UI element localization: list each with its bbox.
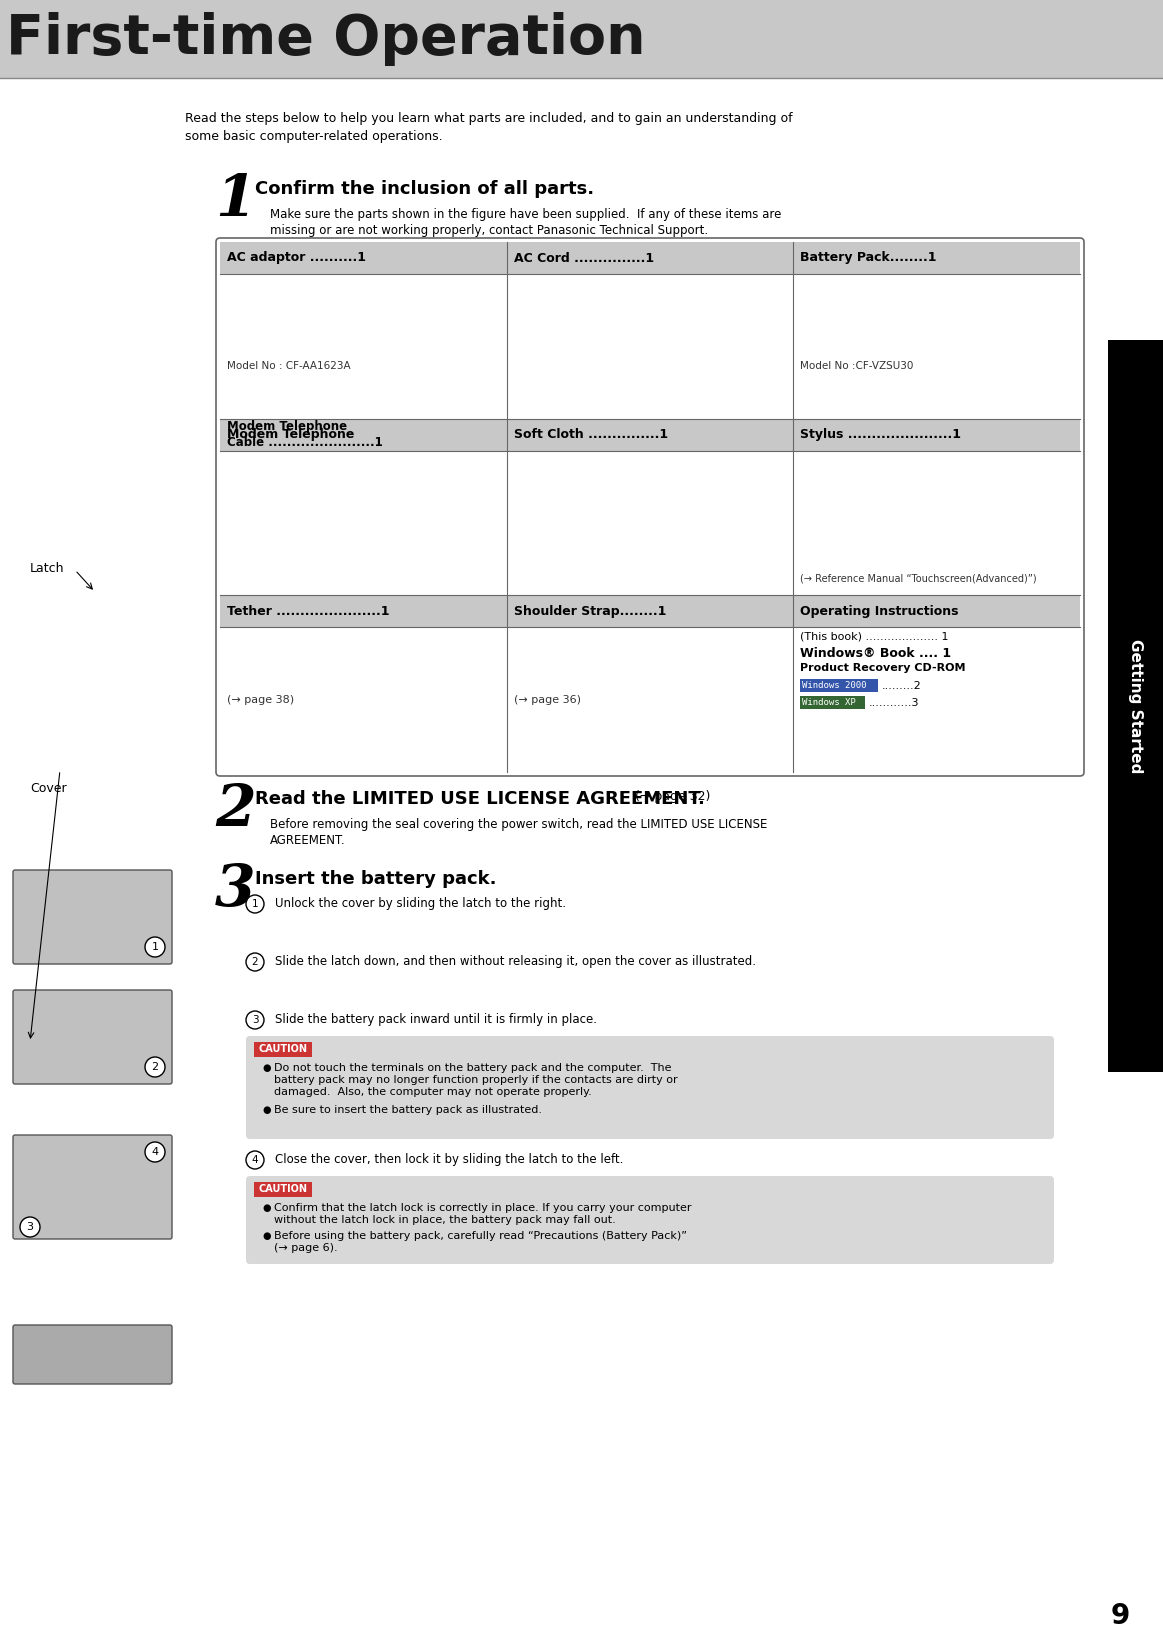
Text: 1: 1 <box>215 172 256 228</box>
Circle shape <box>247 895 264 914</box>
Text: 3: 3 <box>27 1222 34 1232</box>
Bar <box>800 679 878 692</box>
Text: damaged.  Also, the computer may not operate properly.: damaged. Also, the computer may not oper… <box>274 1087 592 1097</box>
Text: Soft Cloth ...............1: Soft Cloth ...............1 <box>514 428 668 441</box>
FancyBboxPatch shape <box>13 990 172 1084</box>
Circle shape <box>247 953 264 971</box>
Text: (This book) .................... 1: (This book) .................... 1 <box>800 631 949 641</box>
Text: Modem Telephone: Modem Telephone <box>227 420 347 433</box>
Text: 2: 2 <box>151 1062 158 1072</box>
Text: 2: 2 <box>215 781 256 839</box>
Text: Tether ......................1: Tether ......................1 <box>227 605 390 618</box>
Text: AC adaptor ..........1: AC adaptor ..........1 <box>227 251 366 264</box>
Text: (→ page 32): (→ page 32) <box>635 790 711 803</box>
Text: Latch: Latch <box>30 562 64 575</box>
Circle shape <box>20 1218 40 1237</box>
Text: Confirm the inclusion of all parts.: Confirm the inclusion of all parts. <box>255 180 594 198</box>
Text: Confirm that the latch lock is correctly in place. If you carry your computer: Confirm that the latch lock is correctly… <box>274 1203 692 1213</box>
Text: Windows® Book .... 1: Windows® Book .... 1 <box>800 648 951 661</box>
Bar <box>220 418 1080 451</box>
Circle shape <box>145 1057 165 1077</box>
Bar <box>254 1042 312 1057</box>
Text: Unlock the cover by sliding the latch to the right.: Unlock the cover by sliding the latch to… <box>274 897 566 910</box>
FancyBboxPatch shape <box>216 238 1084 776</box>
FancyBboxPatch shape <box>247 1176 1054 1264</box>
FancyBboxPatch shape <box>247 1036 1054 1138</box>
Text: Read the LIMITED USE LICENSE AGREEMENT.: Read the LIMITED USE LICENSE AGREEMENT. <box>255 790 705 808</box>
Bar <box>800 697 865 709</box>
Text: Getting Started: Getting Started <box>1128 639 1143 773</box>
Text: AC Cord ...............1: AC Cord ...............1 <box>514 251 654 264</box>
Text: Cover: Cover <box>30 781 66 795</box>
Text: Model No : CF-AA1623A: Model No : CF-AA1623A <box>227 362 350 372</box>
Text: (→ page 36): (→ page 36) <box>514 695 580 705</box>
Text: ............3: ............3 <box>869 697 919 707</box>
Text: Model No :CF-VZSU30: Model No :CF-VZSU30 <box>800 362 914 372</box>
Text: ●: ● <box>262 1062 271 1074</box>
Text: Cable .......................1: Cable .......................1 <box>227 436 383 449</box>
Text: Insert the battery pack.: Insert the battery pack. <box>255 871 497 889</box>
Text: Close the cover, then lock it by sliding the latch to the left.: Close the cover, then lock it by sliding… <box>274 1153 623 1166</box>
FancyBboxPatch shape <box>13 1135 172 1239</box>
Bar <box>220 595 1080 628</box>
Text: CAUTION: CAUTION <box>258 1044 307 1054</box>
Bar <box>220 241 1080 274</box>
Text: (→ page 38): (→ page 38) <box>227 695 294 705</box>
Text: 9: 9 <box>1111 1602 1130 1631</box>
Text: Windows XP: Windows XP <box>802 699 856 707</box>
Circle shape <box>145 937 165 957</box>
Circle shape <box>145 1142 165 1161</box>
Text: (→ page 6).: (→ page 6). <box>274 1242 337 1252</box>
Text: Modem Telephone: Modem Telephone <box>227 428 355 441</box>
Text: battery pack may no longer function properly if the contacts are dirty or: battery pack may no longer function prop… <box>274 1075 678 1085</box>
Text: some basic computer-related operations.: some basic computer-related operations. <box>185 131 443 144</box>
Text: Make sure the parts shown in the figure have been supplied.  If any of these ite: Make sure the parts shown in the figure … <box>270 208 782 221</box>
Text: Be sure to insert the battery pack as illustrated.: Be sure to insert the battery pack as il… <box>274 1105 542 1115</box>
Bar <box>254 1181 312 1198</box>
Text: (→ Reference Manual “Touchscreen(Advanced)”): (→ Reference Manual “Touchscreen(Advance… <box>800 573 1037 583</box>
Text: AGREEMENT.: AGREEMENT. <box>270 834 345 847</box>
Text: Read the steps below to help you learn what parts are included, and to gain an u: Read the steps below to help you learn w… <box>185 112 793 126</box>
Text: Stylus ......................1: Stylus ......................1 <box>800 428 962 441</box>
Text: .........2: .........2 <box>882 681 921 691</box>
Text: 3: 3 <box>215 862 256 919</box>
Text: Before using the battery pack, carefully read “Precautions (Battery Pack)”: Before using the battery pack, carefully… <box>274 1231 687 1241</box>
FancyBboxPatch shape <box>13 871 172 965</box>
Text: Product Recovery CD-ROM: Product Recovery CD-ROM <box>800 664 965 674</box>
Text: Before removing the seal covering the power switch, read the LIMITED USE LICENSE: Before removing the seal covering the po… <box>270 818 768 831</box>
Text: First-time Operation: First-time Operation <box>6 12 645 66</box>
Text: 3: 3 <box>251 1014 258 1024</box>
Text: 4: 4 <box>151 1146 158 1156</box>
Text: without the latch lock in place, the battery pack may fall out.: without the latch lock in place, the bat… <box>274 1214 615 1226</box>
Text: Shoulder Strap........1: Shoulder Strap........1 <box>514 605 666 618</box>
FancyBboxPatch shape <box>13 1325 172 1384</box>
Text: ●: ● <box>262 1231 271 1241</box>
Text: Windows 2000: Windows 2000 <box>802 681 866 691</box>
Text: Slide the battery pack inward until it is firmly in place.: Slide the battery pack inward until it i… <box>274 1013 597 1026</box>
Text: Slide the latch down, and then without releasing it, open the cover as illustrat: Slide the latch down, and then without r… <box>274 955 756 968</box>
Text: 4: 4 <box>251 1155 258 1165</box>
Text: ●: ● <box>262 1105 271 1115</box>
Bar <box>0 0 1163 78</box>
Text: Do not touch the terminals on the battery pack and the computer.  The: Do not touch the terminals on the batter… <box>274 1062 671 1074</box>
Text: 1: 1 <box>251 899 258 909</box>
Text: CAUTION: CAUTION <box>258 1184 307 1194</box>
Text: 2: 2 <box>251 957 258 966</box>
Circle shape <box>247 1151 264 1170</box>
Circle shape <box>247 1011 264 1029</box>
Text: ●: ● <box>262 1203 271 1213</box>
Bar <box>1108 340 1163 1072</box>
Text: 1: 1 <box>151 942 158 952</box>
Text: Battery Pack........1: Battery Pack........1 <box>800 251 937 264</box>
Text: Operating Instructions: Operating Instructions <box>800 605 958 618</box>
Text: missing or are not working properly, contact Panasonic Technical Support.: missing or are not working properly, con… <box>270 225 708 236</box>
